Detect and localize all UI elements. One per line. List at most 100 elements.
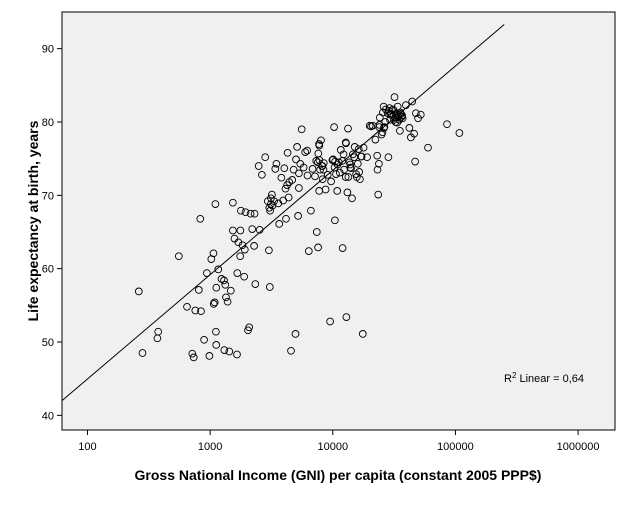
data-point [210,298,219,307]
data-point [380,123,389,131]
data-point [317,136,325,145]
data-point [354,145,363,153]
data-point [308,165,317,173]
data-point [344,124,352,133]
data-point [288,176,297,184]
data-point [277,173,286,182]
data-point [375,159,383,168]
data-point [241,208,250,217]
data-point [245,323,254,332]
data-point [307,206,315,215]
data-point [424,143,432,152]
data-point [280,164,289,173]
data-point [281,184,290,193]
data-point [386,115,394,124]
data-point [189,353,198,362]
data-point [265,283,274,291]
data-point [287,346,295,355]
data-point [229,226,237,235]
data-point [270,197,278,206]
data-point [211,200,220,208]
data-point [410,129,418,138]
data-point [209,249,218,258]
y-tick-label: 40 [42,410,54,422]
data-point [209,300,218,308]
data-point [268,190,276,199]
data-point [408,97,417,106]
data-point [212,283,221,292]
data-point [191,306,200,315]
data-point [294,212,302,220]
r2-label-rest: Linear = 0,64 [516,373,584,385]
data-point [319,159,328,167]
data-point [292,155,300,164]
data-point [338,244,347,252]
data-point [316,165,324,174]
data-point [295,169,303,178]
data-point [212,327,220,336]
data-point [358,330,367,338]
data-point [250,242,258,250]
data-point [272,159,281,168]
x-tick-label: 100 [78,441,96,453]
data-point [237,206,245,215]
data-point [223,297,232,306]
data-point [299,163,308,172]
points-layer [134,93,464,362]
data-point [282,214,290,223]
data-point [194,286,203,294]
data-point [265,246,273,255]
data-point [200,335,208,344]
data-point [174,252,183,261]
r2-label-sup: 2 [512,371,517,380]
data-point [297,125,306,134]
data-point [233,269,242,277]
x-tick-label: 10000 [317,441,348,453]
data-point [312,157,321,165]
y-tick-label: 80 [42,117,54,129]
data-point [342,313,351,321]
y-tick-label: 90 [42,44,54,56]
data-point [397,110,405,118]
data-point [348,194,356,203]
data-point [238,241,247,250]
data-point [363,153,371,162]
y-axis-title: Life expectancy at birth, years [25,120,41,321]
data-point [236,252,245,261]
data-point [222,293,230,302]
data-point [344,173,353,181]
data-point [332,170,340,178]
data-point [312,228,321,236]
data-point [443,120,451,129]
data-point [412,109,420,118]
data-point [373,165,382,174]
plot-frame [61,11,616,431]
y-axis: 40 50 60 70 80 90 [42,44,62,422]
data-point [258,170,266,179]
data-point [378,128,387,137]
data-point [234,238,243,247]
x-axis: 100 1000 10000 100000 1000000 [78,430,599,453]
data-point [318,175,327,184]
data-point [353,159,362,168]
data-point [221,280,230,289]
data-point [405,124,414,132]
x-tick-label: 100000 [437,441,474,453]
data-point [220,276,228,285]
data-point [356,175,364,184]
data-point [284,193,293,202]
data-point [196,214,205,223]
data-point [330,123,338,131]
data-point [214,265,223,274]
data-point [331,216,339,225]
data-point [336,146,345,154]
data-point [240,245,249,254]
data-point [226,286,235,295]
x-tick-label: 1000000 [557,441,600,453]
data-point [225,347,234,356]
data-point [326,317,334,326]
data-point [321,185,330,194]
data-point [275,220,284,228]
data-point [398,114,407,123]
data-point [339,150,348,159]
